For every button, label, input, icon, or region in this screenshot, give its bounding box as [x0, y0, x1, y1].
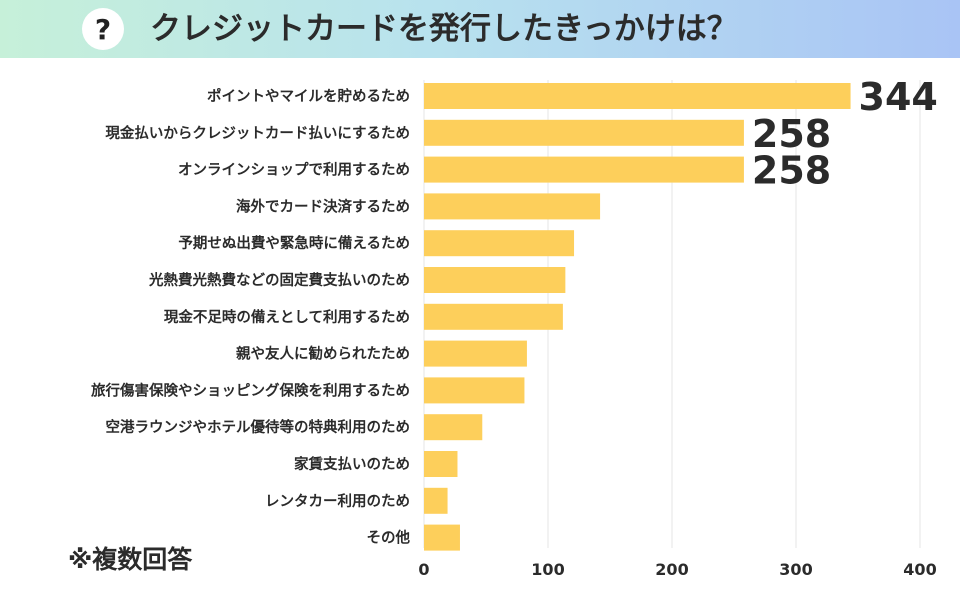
data-label-0: 344 [859, 75, 938, 119]
data-label-1: 258 [752, 112, 831, 156]
bar-3 [424, 193, 601, 220]
x-tick-label-100: 100 [531, 560, 564, 579]
x-tick-label-300: 300 [779, 560, 812, 579]
bar-6 [424, 303, 563, 330]
bar-0 [424, 83, 851, 109]
x-tick-label-0: 0 [418, 560, 429, 579]
category-label-7: 親や友人に勧められたため [236, 345, 410, 363]
bar-7 [424, 340, 527, 367]
chart-title: クレジットカードを発行したきっかけは？ [150, 11, 738, 47]
category-label-2: オンラインショップで利用するため [178, 161, 410, 179]
category-label-9: 空港ラウンジやホテル優待等の特典利用のため [106, 418, 411, 436]
category-label-8: 旅行傷害保険やショッピング保険を利用するため [91, 381, 410, 399]
x-tick-label-200: 200 [655, 560, 688, 579]
category-label-3: 海外でカード決済するため [236, 197, 410, 215]
bar-9 [424, 414, 483, 441]
bar-1 [424, 119, 744, 146]
category-label-11: レンタカー利用のため [265, 492, 410, 510]
x-tick-label-400: 400 [903, 560, 936, 579]
bar-chart: 0 100 200 300 400 ポイントやマイルを貯めるため 344 現金払いからクレジッ… [91, 75, 938, 579]
category-label-12: その他 [367, 529, 411, 547]
bar-12 [424, 524, 460, 551]
category-label-5: 光熱費光熱費などの固定費支払いのため [148, 271, 410, 289]
question-mark-icon: ? [82, 8, 124, 50]
bar-4 [424, 230, 575, 257]
bar-5 [424, 267, 566, 293]
category-label-1: 現金払いからクレジットカード払いにするため [105, 124, 410, 142]
bar-10 [424, 451, 458, 477]
category-label-6: 現金不足時の備えとして利用するため [164, 308, 410, 326]
category-label-4: 予期せぬ出費や緊急時に備えるため [178, 234, 410, 252]
multiple-answer-note: ※複数回答 [68, 545, 193, 574]
data-label-2: 258 [752, 149, 831, 193]
bar-11 [424, 487, 448, 514]
category-label-0: ポイントやマイルを貯めるため [207, 87, 410, 105]
bar-8 [424, 377, 525, 404]
category-label-10: 家賃支払いのため [294, 455, 410, 473]
title-banner: ? クレジットカードを発行したきっかけは？ [0, 0, 960, 58]
bar-2 [424, 156, 744, 183]
